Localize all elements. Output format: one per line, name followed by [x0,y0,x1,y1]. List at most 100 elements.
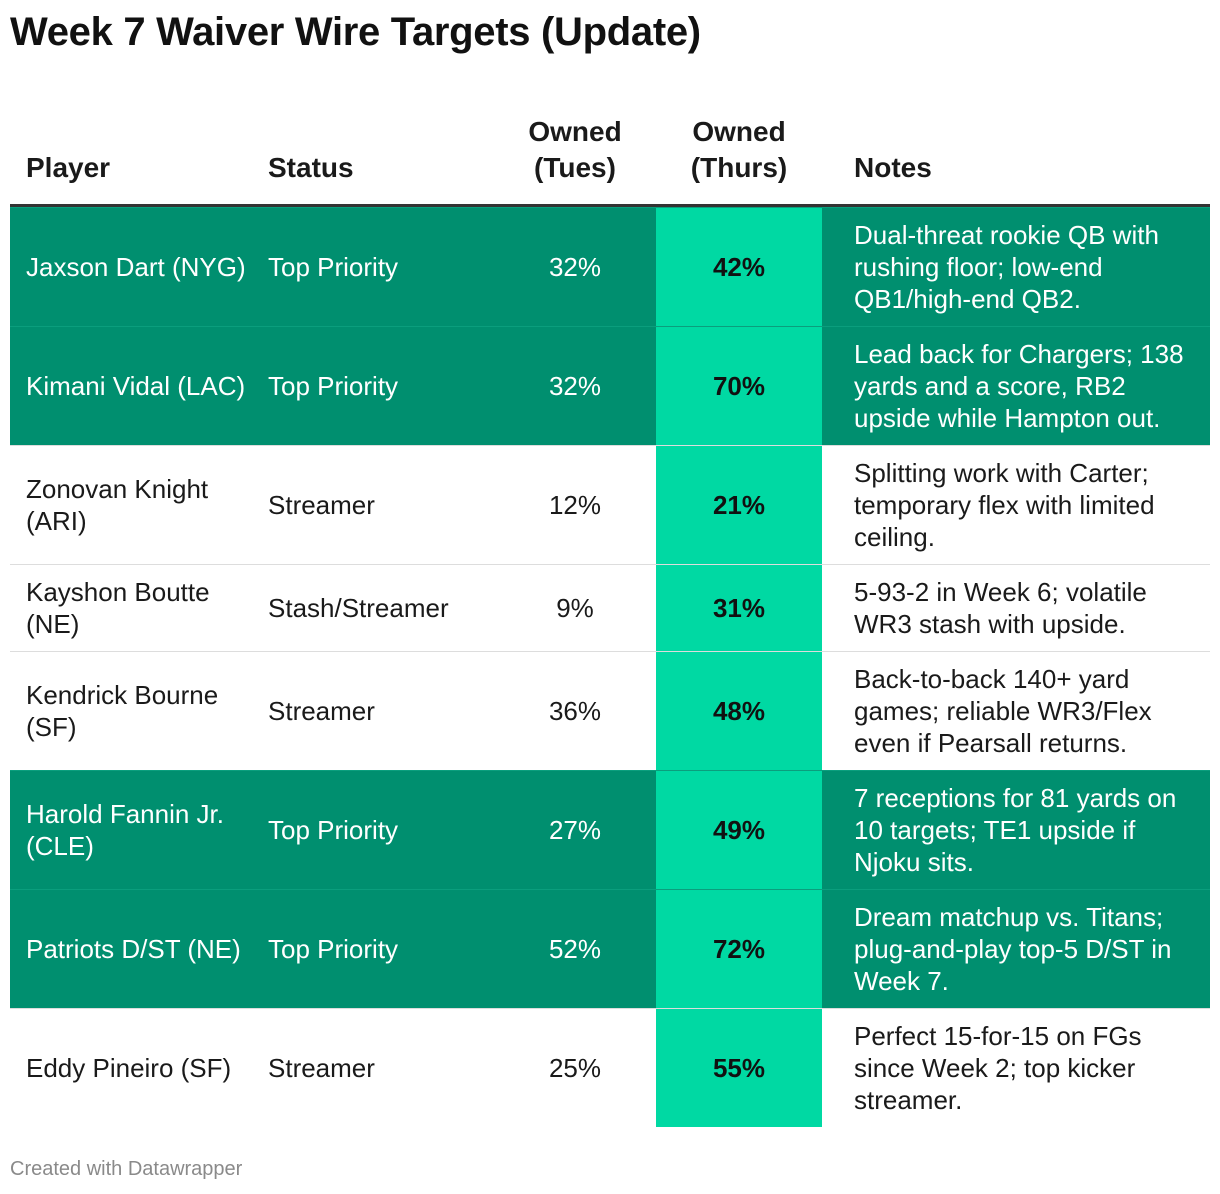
status-cell-text: Top Priority [268,371,399,401]
table-header: Player Status Owned (Tues) Owned (Thurs)… [10,110,1210,207]
owned-thurs-cell: 42% [656,208,822,326]
owned-tues-cell: 12% [492,446,658,564]
status-cell-text: Top Priority [268,252,399,282]
player-cell-text: Eddy Pineiro (SF) [26,1053,232,1083]
header-owned-tues: Owned (Tues) [492,114,658,186]
owned-thurs-cell-text: 70% [712,371,766,401]
status-cell: Top Priority [268,327,498,445]
status-cell-text: Top Priority [268,934,399,964]
owned-tues-cell: 32% [492,208,658,326]
page-title: Week 7 Waiver Wire Targets (Update) [10,10,701,54]
header-status: Status [268,152,354,183]
owned-tues-cell-text: 12% [548,490,602,520]
player-cell: Kayshon Boutte (NE) [26,565,256,651]
owned-thurs-cell-text: 42% [712,252,766,282]
player-cell-text: Harold Fannin Jr. (CLE) [26,799,224,861]
owned-thurs-cell-text: 48% [712,696,766,726]
table-body: Jaxson Dart (NYG) Top Priority 32% 42% Dual-… [10,207,1210,1127]
status-cell-text: Top Priority [268,815,399,845]
owned-thurs-cell-text: 31% [712,593,766,623]
owned-thurs-cell: 31% [656,565,822,651]
notes-cell: Perfect 15-for-15 on FGs since Week 2; t… [854,1009,1204,1127]
notes-cell: Splitting work with Carter; temporary fl… [854,446,1204,564]
player-cell-text: Kayshon Boutte (NE) [26,577,210,639]
player-cell-text: Kimani Vidal (LAC) [26,371,246,401]
notes-cell-text: Back-to-back 140+ yard games; reliable W… [854,664,1152,758]
header-owned-thurs-line1: Owned [692,116,786,147]
table-row: Kimani Vidal (LAC) Top Priority 32% 70% Lead… [10,326,1210,445]
owned-tues-cell: 32% [492,327,658,445]
owned-thurs-cell: 55% [656,1009,822,1127]
waiver-table: Player Status Owned (Tues) Owned (Thurs)… [10,110,1210,1127]
table-row: Kayshon Boutte (NE) Stash/Streamer 9% 31% 5-… [10,564,1210,651]
owned-thurs-cell-text: 49% [712,815,766,845]
header-owned-thurs: Owned (Thurs) [656,114,822,186]
player-cell-text: Patriots D/ST (NE) [26,934,241,964]
notes-cell-text: Dual-threat rookie QB with rushing floor… [854,220,1159,314]
notes-cell: Dual-threat rookie QB with rushing floor… [854,208,1204,326]
owned-thurs-cell-text: 72% [712,934,766,964]
table-row: Zonovan Knight (ARI) Streamer 12% 21% Splitt… [10,445,1210,564]
header-owned-tues-line1: Owned [528,116,622,147]
notes-cell-text: 5-93-2 in Week 6; volatile WR3 stash wit… [854,577,1147,639]
notes-cell: 5-93-2 in Week 6; volatile WR3 stash wit… [854,565,1204,651]
player-cell: Harold Fannin Jr. (CLE) [26,771,256,889]
player-cell: Kimani Vidal (LAC) [26,327,256,445]
owned-tues-cell-text: 32% [548,252,602,282]
owned-thurs-cell-text: 55% [712,1053,766,1083]
owned-tues-cell: 27% [492,771,658,889]
header-owned-tues-line2: (Tues) [534,152,616,183]
player-cell-text: Zonovan Knight (ARI) [26,474,209,536]
owned-tues-cell: 52% [492,890,658,1008]
owned-tues-cell: 25% [492,1009,658,1127]
owned-thurs-cell-text: 21% [712,490,766,520]
status-cell-text: Stash/Streamer [268,593,449,623]
status-cell-text: Streamer [268,696,375,726]
owned-tues-cell-text: 25% [548,1053,602,1083]
player-cell: Jaxson Dart (NYG) [26,208,256,326]
owned-tues-cell-text: 52% [548,934,602,964]
table-row: Kendrick Bourne (SF) Streamer 36% 48% Back-t… [10,651,1210,770]
player-cell: Zonovan Knight (ARI) [26,446,256,564]
table-row: Eddy Pineiro (SF) Streamer 25% 55% Perfect 1… [10,1008,1210,1127]
owned-tues-cell: 9% [492,565,658,651]
notes-cell-text: Splitting work with Carter; temporary fl… [854,458,1155,552]
owned-tues-cell: 36% [492,652,658,770]
status-cell: Streamer [268,446,498,564]
owned-tues-cell-text: 9% [556,593,594,623]
owned-thurs-cell: 21% [656,446,822,564]
notes-cell: Dream matchup vs. Titans; plug-and-play … [854,890,1204,1008]
status-cell: Top Priority [268,890,498,1008]
status-cell: Stash/Streamer [268,565,498,651]
notes-cell-text: Dream matchup vs. Titans; plug-and-play … [854,902,1172,996]
table-row: Harold Fannin Jr. (CLE) Top Priority 27% 49… [10,770,1210,889]
player-cell-text: Jaxson Dart (NYG) [26,252,246,282]
header-owned-thurs-line2: (Thurs) [690,152,788,183]
status-cell: Top Priority [268,771,498,889]
status-cell: Streamer [268,652,498,770]
status-cell: Top Priority [268,208,498,326]
status-cell: Streamer [268,1009,498,1127]
notes-cell-text: Lead back for Chargers; 138 yards and a … [854,339,1184,433]
status-cell-text: Streamer [268,490,375,520]
table-row: Patriots D/ST (NE) Top Priority 52% 72% Drea… [10,889,1210,1008]
notes-cell: Back-to-back 140+ yard games; reliable W… [854,652,1204,770]
owned-tues-cell-text: 27% [548,815,602,845]
owned-tues-cell-text: 32% [548,371,602,401]
header-player: Player [26,152,111,183]
notes-cell-text: 7 receptions for 81 yards on 10 targets;… [854,783,1177,877]
player-cell: Eddy Pineiro (SF) [26,1009,256,1127]
player-cell: Kendrick Bourne (SF) [26,652,256,770]
notes-cell-text: Perfect 15-for-15 on FGs since Week 2; t… [854,1021,1142,1115]
header-notes: Notes [854,152,932,183]
attribution: Created with Datawrapper [10,1158,243,1180]
owned-thurs-cell: 70% [656,327,822,445]
status-cell-text: Streamer [268,1053,375,1083]
owned-thurs-cell: 49% [656,771,822,889]
owned-thurs-cell: 48% [656,652,822,770]
owned-thurs-cell: 72% [656,890,822,1008]
player-cell: Patriots D/ST (NE) [26,890,256,1008]
notes-cell: Lead back for Chargers; 138 yards and a … [854,327,1204,445]
owned-tues-cell-text: 36% [548,696,602,726]
table-row: Jaxson Dart (NYG) Top Priority 32% 42% Dual-… [10,207,1210,326]
